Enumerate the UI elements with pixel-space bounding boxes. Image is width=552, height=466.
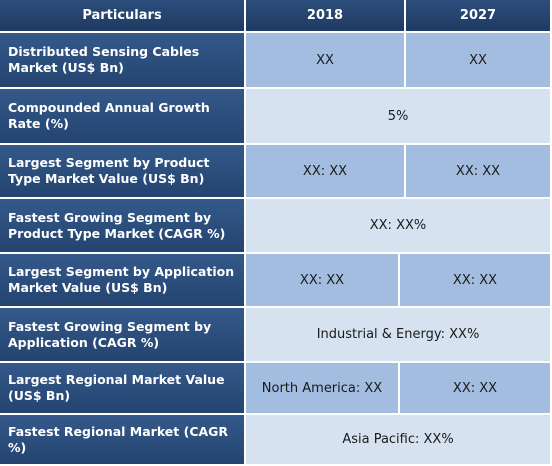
row-value-merged: Industrial & Energy: XX%: [246, 308, 552, 363]
row-value-2027: XX: XX: [406, 145, 552, 199]
row-label-fastest-application: Fastest Growing Segment by Application (…: [0, 308, 246, 363]
row-value-2018: North America: XX: [246, 363, 400, 415]
row-value-merged: 5%: [246, 89, 552, 145]
header-2018: 2018: [246, 0, 406, 33]
row-label-fastest-product-type: Fastest Growing Segment by Product Type …: [0, 199, 246, 254]
row-value-merged: Asia Pacific: XX%: [246, 415, 552, 466]
header-2027: 2027: [406, 0, 552, 33]
row-label-market-size: Distributed Sensing Cables Market (US$ B…: [0, 33, 246, 89]
row-value-2018: XX: XX: [246, 145, 406, 199]
row-label-largest-product-type: Largest Segment by Product Type Market V…: [0, 145, 246, 199]
row-label-cagr: Compounded Annual Growth Rate (%): [0, 89, 246, 145]
row-value-2018: XX: XX: [246, 254, 400, 308]
row-label-fastest-region: Fastest Regional Market (CAGR %): [0, 415, 246, 466]
row-label-largest-region: Largest Regional Market Value (US$ Bn): [0, 363, 246, 415]
row-value-2027: XX: XX: [400, 254, 552, 308]
row-value-merged: XX: XX%: [246, 199, 552, 254]
row-value-2027: XX: [406, 33, 552, 89]
row-value-2027: XX: XX: [400, 363, 552, 415]
row-value-2018: XX: [246, 33, 406, 89]
header-particulars: Particulars: [0, 0, 246, 33]
row-label-largest-application: Largest Segment by Application Market Va…: [0, 254, 246, 308]
